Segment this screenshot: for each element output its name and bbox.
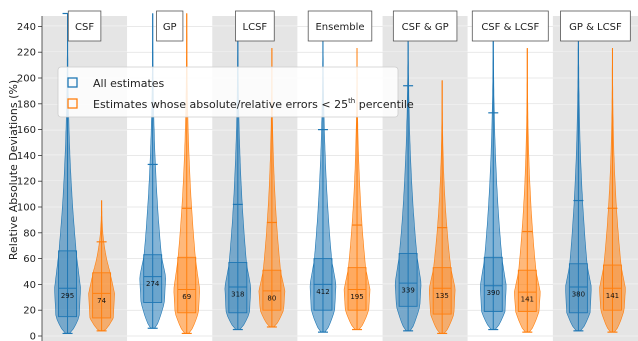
sample-count-label: 69 — [182, 293, 191, 301]
sample-count-label: 318 — [231, 290, 244, 298]
y-tick-label: 20 — [23, 306, 36, 317]
panel-title: GP — [163, 22, 177, 33]
sample-count-label: 135 — [435, 292, 448, 300]
y-tick-label: 40 — [23, 280, 36, 291]
panel-title-box — [235, 10, 275, 42]
iqr-box — [483, 256, 503, 312]
legend-label-best: Estimates whose absolute/relative errors… — [93, 97, 414, 111]
sample-count-label: 412 — [316, 288, 329, 296]
category-bands — [42, 16, 638, 341]
iqr-box — [347, 267, 367, 311]
y-tick-label: 240 — [17, 22, 36, 33]
iqr-box — [228, 262, 248, 314]
legend-label-all: All estimates — [93, 77, 165, 90]
y-tick-label: 160 — [17, 125, 36, 136]
legend-label-best-suffix: percentile — [355, 98, 414, 111]
panel-title-box — [67, 10, 102, 42]
y-tick-label: 180 — [17, 99, 36, 110]
iqr-box — [398, 252, 418, 307]
iqr-box — [92, 272, 112, 319]
y-tick-label: 60 — [23, 254, 36, 265]
legend: All estimates Estimates whose absolute/r… — [57, 66, 414, 118]
iqr-box — [58, 250, 77, 318]
panel-title: GP & LCSF — [569, 22, 622, 33]
legend-swatch-all — [67, 77, 78, 88]
y-tick-label: 220 — [17, 48, 36, 59]
sample-count-label: 295 — [61, 292, 74, 300]
y-tick-label: 80 — [23, 228, 36, 239]
y-tick-label: 140 — [17, 151, 36, 162]
sample-count-label: 380 — [572, 290, 585, 298]
legend-label-best-prefix: Estimates whose absolute/relative errors… — [93, 98, 348, 111]
iqr-box — [517, 269, 537, 312]
sample-count-label: 80 — [267, 294, 276, 302]
iqr-box — [143, 254, 163, 303]
sample-count-label: 141 — [606, 292, 619, 300]
iqr-box — [568, 263, 588, 314]
iqr-box — [262, 269, 282, 311]
y-axis: 0 20 40 60 80 100 120 140 160 180 200 220 240 — [17, 16, 43, 341]
panel-title-box — [156, 10, 184, 42]
panel-title-box — [560, 10, 631, 42]
iqr-box — [603, 264, 622, 311]
sample-count-label: 195 — [350, 293, 363, 301]
panel-title: LCSF — [243, 22, 268, 33]
sample-count-label: 74 — [97, 297, 106, 305]
legend-swatch-best — [67, 98, 78, 109]
sample-count-label: 274 — [146, 280, 160, 288]
y-tick-label: 100 — [17, 203, 36, 214]
y-tick-label: 120 — [17, 177, 36, 188]
panel-title: CSF — [75, 22, 94, 33]
panel-title: Ensemble — [315, 22, 364, 33]
iqr-box — [177, 256, 197, 314]
sample-count-label: 339 — [401, 287, 414, 295]
panel-title: CSF & GP — [402, 22, 449, 33]
panel-title: CSF & LCSF — [481, 22, 539, 33]
legend-label-best-sup: th — [348, 97, 355, 105]
sample-count-label: 390 — [487, 289, 500, 297]
sample-count-label: 141 — [521, 296, 534, 304]
y-tick-label: 0 — [30, 332, 36, 341]
panel-title-box — [471, 10, 549, 42]
legend-box — [57, 66, 399, 118]
y-tick-label: 200 — [17, 74, 36, 85]
y-axis-label: Relative Absolute Deviations (%) — [7, 80, 20, 260]
panel-title-box — [392, 10, 458, 42]
iqr-box — [432, 267, 452, 315]
panel-labels: CSF GP LCSF Ensemble CSF & GP CSF & LCSF GP & … — [67, 10, 631, 42]
panel-title-box — [307, 10, 373, 42]
